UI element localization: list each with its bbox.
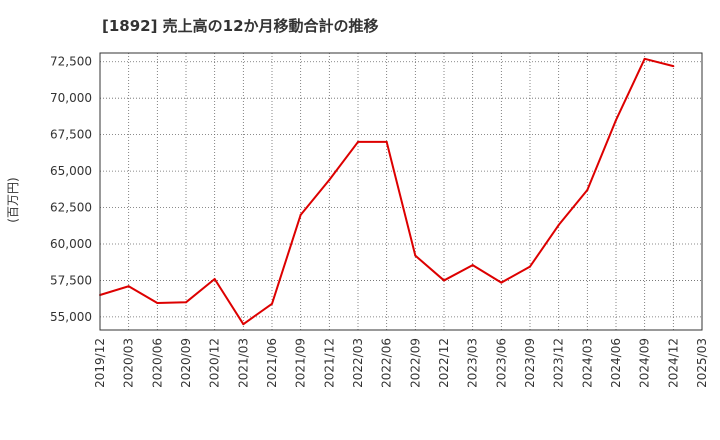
x-tick-label: 2023/06 xyxy=(494,338,508,388)
data-point xyxy=(471,264,474,267)
data-point xyxy=(299,213,302,216)
data-point xyxy=(557,224,560,227)
data-point xyxy=(127,285,130,288)
data-point xyxy=(357,140,359,143)
data-point xyxy=(185,301,187,304)
x-tick-label: 2023/03 xyxy=(466,338,480,388)
data-point xyxy=(414,254,417,257)
x-tick-label: 2020/06 xyxy=(150,338,164,388)
data-point xyxy=(242,323,245,326)
x-tick-label: 2020/03 xyxy=(122,338,136,388)
y-tick-label: 57,500 xyxy=(50,273,92,287)
y-tick-label: 62,500 xyxy=(50,201,92,215)
x-tick-label: 2024/12 xyxy=(666,338,680,388)
data-point xyxy=(213,277,216,280)
x-tick-label: 2023/09 xyxy=(523,338,537,388)
data-point xyxy=(156,302,159,305)
x-tick-label: 2024/03 xyxy=(580,338,594,388)
x-tick-label: 2020/12 xyxy=(208,338,222,388)
x-tick-label: 2022/03 xyxy=(351,338,365,388)
y-tick-label: 72,500 xyxy=(50,55,92,69)
x-tick-label: 2024/06 xyxy=(609,338,623,388)
y-axis-ticks: 55,000 57,500 60,000 62,500 65,000 67,500 70,0… xyxy=(50,55,92,324)
x-tick-label: 2024/09 xyxy=(638,338,652,388)
x-tick-label: 2019/12 xyxy=(93,338,107,388)
data-point xyxy=(328,178,331,181)
x-tick-label: 2021/12 xyxy=(322,338,336,388)
x-tick-label: 2025/03 xyxy=(695,338,709,388)
data-point xyxy=(443,279,445,282)
x-tick-label: 2022/12 xyxy=(437,338,451,388)
y-tick-label: 67,500 xyxy=(50,128,92,142)
chart-title: [1892] 売上高の12か月移動合計の推移 xyxy=(102,17,379,35)
y-tick-label: 70,000 xyxy=(50,91,92,105)
x-tick-label: 2021/03 xyxy=(236,338,250,388)
x-axis-ticks: 2019/12 2020/03 2020/06 2020/09 2020/12 2021/… xyxy=(93,338,709,388)
data-point xyxy=(586,189,589,192)
data-point xyxy=(672,65,675,68)
y-tick-label: 65,000 xyxy=(50,164,92,178)
data-point xyxy=(643,57,646,60)
data-point xyxy=(615,119,617,122)
data-point xyxy=(500,281,503,284)
grid-lines xyxy=(100,53,702,330)
x-tick-label: 2023/12 xyxy=(552,338,566,388)
x-tick-label: 2020/09 xyxy=(179,338,193,388)
data-point xyxy=(385,140,388,143)
data-point xyxy=(529,265,531,268)
data-point xyxy=(271,302,273,305)
x-tick-label: 2022/06 xyxy=(380,338,394,388)
x-tick-label: 2021/09 xyxy=(294,338,308,388)
x-tick-label: 2022/09 xyxy=(408,338,422,388)
y-axis-label: (百万円) xyxy=(6,177,20,222)
y-tick-label: 60,000 xyxy=(50,237,92,251)
plot-frame xyxy=(99,52,703,331)
x-tick-label: 2021/06 xyxy=(265,338,279,388)
y-tick-label: 55,000 xyxy=(50,310,92,324)
